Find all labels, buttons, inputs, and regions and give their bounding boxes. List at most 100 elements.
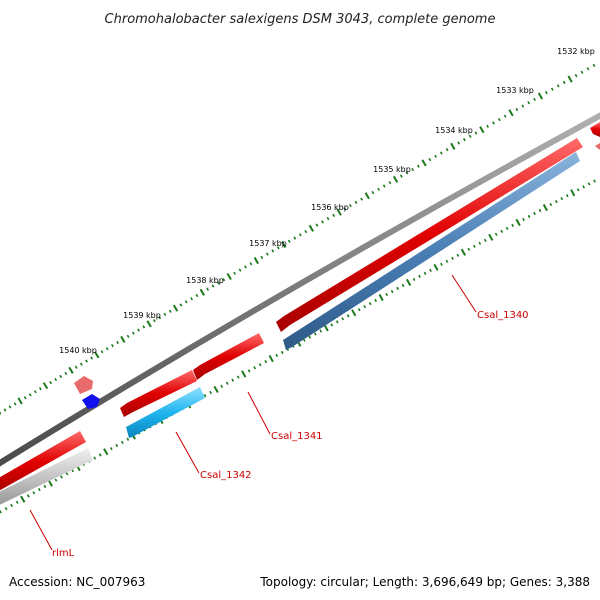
outer-ruler-tick	[184, 300, 188, 304]
forward-strand-genes	[0, 122, 600, 493]
inner-ruler-tick	[363, 305, 367, 309]
outer-ruler-tick	[343, 207, 347, 211]
gene-csal-1341[interactable]	[193, 333, 264, 380]
inner-ruler-tick	[582, 185, 586, 189]
inner-ruler-tick	[451, 256, 454, 260]
inner-ruler-tick	[527, 214, 531, 219]
outer-ruler-tick	[271, 249, 275, 253]
small-pink-feature[interactable]	[74, 376, 93, 394]
outer-ruler-tick	[515, 107, 519, 112]
outer-ruler-tick	[527, 101, 531, 105]
outer-ruler-tick	[486, 124, 489, 128]
inner-ruler-tick	[20, 495, 26, 503]
outer-ruler-tick	[439, 151, 443, 155]
inner-ruler-tick	[357, 308, 361, 312]
inner-ruler-tick	[115, 443, 119, 448]
inner-ruler-tick	[209, 390, 213, 395]
inner-ruler-tick	[549, 203, 553, 207]
outer-ruler-tick	[332, 213, 335, 218]
outer-ruler-tick	[158, 315, 162, 320]
outer-ruler-tick	[13, 402, 17, 406]
outer-ruler-tick	[190, 297, 193, 301]
outer-ruler-tick	[260, 255, 264, 259]
scale-label-1537: 1537 kbp	[249, 239, 287, 248]
inner-ruler-tick	[351, 309, 357, 317]
outer-ruler-tick	[153, 319, 156, 323]
inner-ruler-tick	[542, 204, 548, 212]
outer-ruler-tick	[562, 80, 566, 85]
outer-ruler-tick	[217, 281, 220, 285]
inner-ruler-tick	[220, 384, 224, 388]
inner-ruler-tick	[258, 363, 262, 367]
outer-ruler-tick	[195, 293, 199, 298]
outer-ruler-tick	[411, 167, 415, 172]
inner-ruler-tick	[472, 244, 476, 248]
scale-label-1539: 1539 kbp	[123, 311, 161, 320]
outer-ruler-tick	[388, 181, 392, 185]
outer-ruler-tick	[298, 233, 302, 237]
gene-label-rlml: rlmL	[52, 548, 75, 559]
map-title: Chromohalobacter salexigens DSM 3043, co…	[105, 12, 496, 27]
inner-ruler-tick	[505, 226, 509, 230]
small-blue-feature[interactable]	[82, 394, 100, 409]
genome-backbone	[0, 112, 600, 467]
outer-ruler-tick	[450, 142, 456, 150]
gene-forward-upper-right[interactable]	[590, 122, 600, 137]
outer-ruler-tick	[308, 224, 314, 232]
outer-ruler-tick	[428, 157, 432, 162]
inner-ruler-tick	[109, 447, 113, 451]
inner-ruler-tick	[280, 350, 284, 355]
inner-ruler-tick	[47, 479, 53, 487]
outer-ruler-tick	[399, 174, 403, 178]
inner-ruler-tick	[460, 248, 466, 256]
genome-summary-text: Topology: circular; Length: 3,696,649 bp…	[259, 575, 590, 589]
outer-ruler-tick	[54, 377, 58, 382]
inner-ruler-tick	[203, 394, 207, 398]
scale-label-1536: 1536 kbp	[311, 203, 349, 212]
gene-csal-1340[interactable]	[283, 152, 580, 350]
inner-ruler-tick	[93, 456, 97, 460]
inner-ruler-tick	[37, 487, 41, 492]
gene-forward-left[interactable]	[0, 431, 86, 493]
outer-ruler-tick	[574, 74, 578, 78]
outer-ruler-tick	[321, 220, 324, 224]
outer-ruler-tick	[592, 63, 596, 68]
gene-label-csal-1342: Csal_1342	[200, 470, 252, 481]
outer-ruler-tick	[23, 396, 27, 400]
gene-forward-small[interactable]	[120, 370, 197, 417]
inner-ruler-tick	[593, 179, 596, 183]
outer-ruler-tick	[253, 257, 259, 265]
outer-ruler-tick	[354, 200, 358, 204]
inner-ruler-tick	[565, 194, 569, 198]
gene-csal-1340-forward[interactable]	[276, 138, 583, 332]
inner-ruler-tick	[385, 292, 389, 297]
inner-ruler-tick	[65, 472, 69, 476]
outer-ruler-tick	[163, 312, 167, 317]
inner-ruler-tick	[374, 298, 378, 303]
inner-ruler-tick	[433, 263, 439, 271]
scale-label-1538: 1538 kbp	[186, 276, 224, 285]
outer-ruler-tick	[463, 138, 466, 142]
outer-ruler-tick	[377, 187, 380, 191]
outer-ruler-tick	[222, 278, 226, 282]
outer-ruler-tick	[28, 393, 32, 397]
outer-ruler-tick	[293, 236, 297, 240]
outer-ruler-tick	[382, 184, 386, 188]
outer-ruler-tick	[3, 408, 7, 412]
outer-ruler-tick	[116, 340, 119, 345]
inner-ruler-tick	[253, 366, 257, 370]
inner-ruler-tick	[98, 453, 102, 457]
gene-rlml[interactable]	[0, 448, 93, 507]
inner-ruler-tick	[440, 262, 443, 266]
outer-ruler-tick	[79, 362, 83, 366]
inner-ruler-tick	[401, 283, 405, 288]
gene-csal-1342[interactable]	[126, 387, 205, 438]
small-pink-feature-right[interactable]	[595, 143, 600, 150]
inner-ruler-tick	[120, 440, 124, 445]
outer-ruler-tick	[508, 109, 514, 117]
inner-ruler-tick	[54, 478, 58, 482]
inner-ruler-tick	[554, 200, 558, 204]
outer-ruler-tick	[206, 287, 210, 291]
inner-ruler-tick	[390, 289, 394, 294]
inner-ruler-tick	[533, 211, 536, 216]
